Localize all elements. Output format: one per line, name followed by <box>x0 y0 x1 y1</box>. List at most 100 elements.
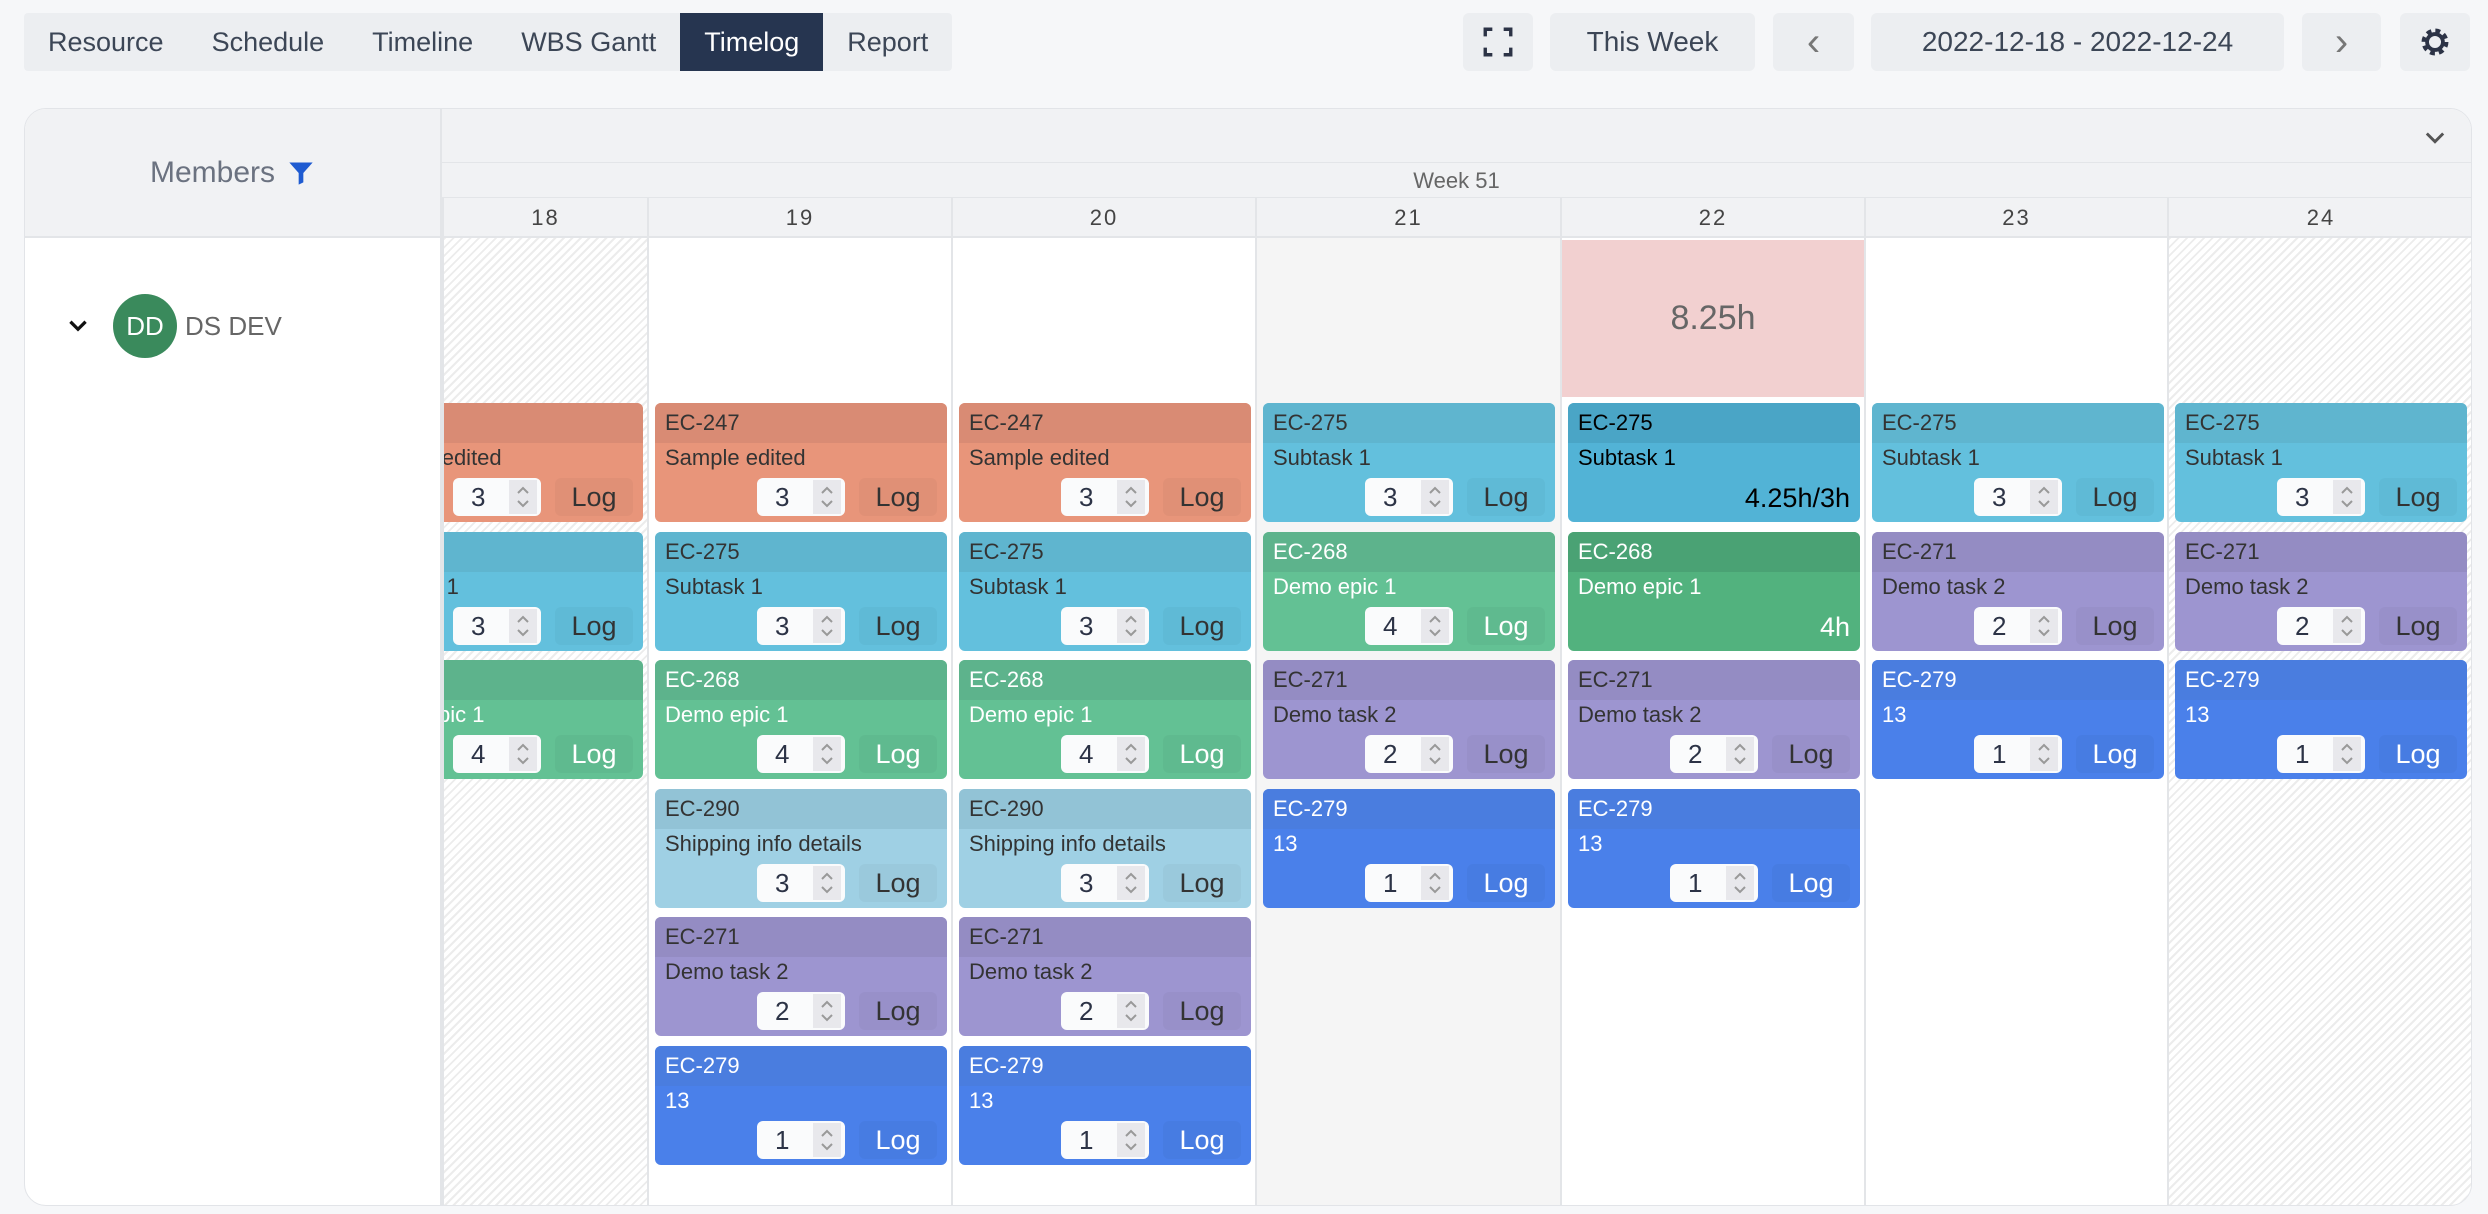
hours-stepper[interactable]: 2 <box>1974 606 2062 645</box>
hours-value[interactable]: 3 <box>471 482 486 512</box>
stepper-arrows-icon[interactable] <box>1421 737 1449 771</box>
hours-value[interactable]: 1 <box>2295 739 2310 769</box>
task-card[interactable]: EC-268 Demo epic 1 4h <box>1568 531 1860 651</box>
hours-stepper[interactable]: 3 <box>1061 606 1149 645</box>
hours-value[interactable]: 3 <box>1079 867 1094 898</box>
hours-stepper[interactable]: 2 <box>1365 735 1453 773</box>
task-card[interactable]: EC-271 Demo task 2 2 Log <box>1263 660 1555 779</box>
stepper-arrows-icon[interactable] <box>2333 737 2361 771</box>
hours-stepper[interactable]: 3 <box>757 606 845 645</box>
collapse-chevron-icon[interactable] <box>2421 123 2449 151</box>
hours-stepper[interactable]: 3 <box>757 863 845 902</box>
log-button[interactable]: Log <box>859 478 937 516</box>
hours-value[interactable]: 1 <box>1992 739 2007 769</box>
log-button[interactable]: Log <box>859 992 937 1030</box>
stepper-arrows-icon[interactable] <box>813 865 841 900</box>
hours-value[interactable]: 1 <box>1079 1124 1094 1155</box>
hours-stepper[interactable]: 3 <box>757 478 845 516</box>
log-button[interactable]: Log <box>1163 864 1241 902</box>
log-button[interactable]: Log <box>555 735 633 773</box>
this-week-button[interactable]: This Week <box>1550 13 1755 71</box>
hours-value[interactable]: 3 <box>775 482 790 512</box>
hours-stepper[interactable]: 2 <box>757 992 845 1030</box>
hours-value[interactable]: 3 <box>1992 482 2007 512</box>
stepper-arrows-icon[interactable] <box>2333 608 2361 643</box>
hours-stepper[interactable]: 4 <box>453 735 541 773</box>
hours-value[interactable]: 2 <box>1383 739 1398 769</box>
stepper-arrows-icon[interactable] <box>509 480 537 514</box>
log-button[interactable]: Log <box>1163 478 1241 516</box>
hours-stepper[interactable]: 3 <box>1974 478 2062 516</box>
log-button[interactable]: Log <box>2076 478 2154 516</box>
log-button[interactable]: Log <box>2076 607 2154 645</box>
tab-wbs-gantt[interactable]: WBS Gantt <box>521 27 657 57</box>
stepper-arrows-icon[interactable] <box>1421 865 1449 900</box>
log-button[interactable]: Log <box>2379 735 2457 773</box>
hours-stepper[interactable]: 3 <box>1061 863 1149 902</box>
task-card[interactable]: EC-279 13 1 Log <box>655 1045 947 1165</box>
tab-report[interactable]: Report <box>847 27 929 57</box>
hours-value[interactable]: 2 <box>775 996 790 1026</box>
stepper-arrows-icon[interactable] <box>813 608 841 643</box>
log-button[interactable]: Log <box>859 607 937 645</box>
hours-value[interactable]: 4 <box>471 739 486 769</box>
log-button[interactable]: Log <box>1467 478 1545 516</box>
task-card[interactable]: EC-271 Demo task 2 2 Log <box>959 917 1251 1036</box>
hours-stepper[interactable]: 1 <box>1365 863 1453 902</box>
task-card[interactable]: EC-271 Demo task 2 2 Log <box>2175 531 2467 651</box>
tab-schedule[interactable]: Schedule <box>211 27 325 57</box>
hours-stepper[interactable]: 1 <box>2277 735 2365 773</box>
hours-value[interactable]: 1 <box>775 1124 790 1155</box>
hours-value[interactable]: 2 <box>1992 610 2007 641</box>
settings-button[interactable] <box>2400 13 2470 71</box>
log-button[interactable]: Log <box>1467 864 1545 902</box>
hours-stepper[interactable]: 4 <box>1365 606 1453 645</box>
log-button[interactable]: Log <box>1163 1121 1241 1159</box>
stepper-arrows-icon[interactable] <box>1117 737 1145 771</box>
stepper-arrows-icon[interactable] <box>1117 1122 1145 1157</box>
hours-value[interactable]: 4 <box>775 739 790 769</box>
log-button[interactable]: Log <box>859 1121 937 1159</box>
log-button[interactable]: Log <box>1467 607 1545 645</box>
next-week-button[interactable]: › <box>2302 13 2381 71</box>
log-button[interactable]: Log <box>1772 864 1850 902</box>
log-button[interactable]: Log <box>1163 735 1241 773</box>
log-button[interactable]: Log <box>2379 607 2457 645</box>
task-card[interactable]: EC-279 13 1 Log <box>1568 788 1860 908</box>
stepper-arrows-icon[interactable] <box>1726 737 1754 771</box>
log-button[interactable]: Log <box>555 607 633 645</box>
hours-stepper[interactable]: 4 <box>1061 735 1149 773</box>
hours-stepper[interactable]: 3 <box>2277 478 2365 516</box>
task-card[interactable]: EC-271 Demo task 2 2 Log <box>1568 660 1860 779</box>
stepper-arrows-icon[interactable] <box>813 480 841 514</box>
member-row[interactable]: DD DS DEV <box>65 294 282 358</box>
log-button[interactable]: Log <box>859 735 937 773</box>
tab-timelog[interactable]: Timelog <box>680 13 824 71</box>
task-card[interactable]: EC-271 Demo task 2 2 Log <box>1872 531 2164 651</box>
stepper-arrows-icon[interactable] <box>2030 480 2058 514</box>
stepper-arrows-icon[interactable] <box>1117 608 1145 643</box>
hours-stepper[interactable]: 1 <box>1061 1120 1149 1159</box>
fullscreen-button[interactable] <box>1463 13 1533 71</box>
stepper-arrows-icon[interactable] <box>2030 737 2058 771</box>
hours-stepper[interactable]: 2 <box>2277 606 2365 645</box>
task-card[interactable]: EC-271 Demo task 2 2 Log <box>655 917 947 1036</box>
filter-icon[interactable] <box>287 159 315 187</box>
log-button[interactable]: Log <box>1163 992 1241 1030</box>
stepper-arrows-icon[interactable] <box>2030 608 2058 643</box>
task-card[interactable]: EC-279 13 1 Log <box>1872 660 2164 779</box>
hours-stepper[interactable]: 3 <box>453 478 541 516</box>
hours-value[interactable]: 3 <box>471 610 486 641</box>
hours-stepper[interactable]: 3 <box>453 606 541 645</box>
hours-value[interactable]: 4 <box>1383 610 1398 641</box>
task-card[interactable]: EC-279 13 1 Log <box>2175 660 2467 779</box>
stepper-arrows-icon[interactable] <box>1421 608 1449 643</box>
stepper-arrows-icon[interactable] <box>2333 480 2361 514</box>
